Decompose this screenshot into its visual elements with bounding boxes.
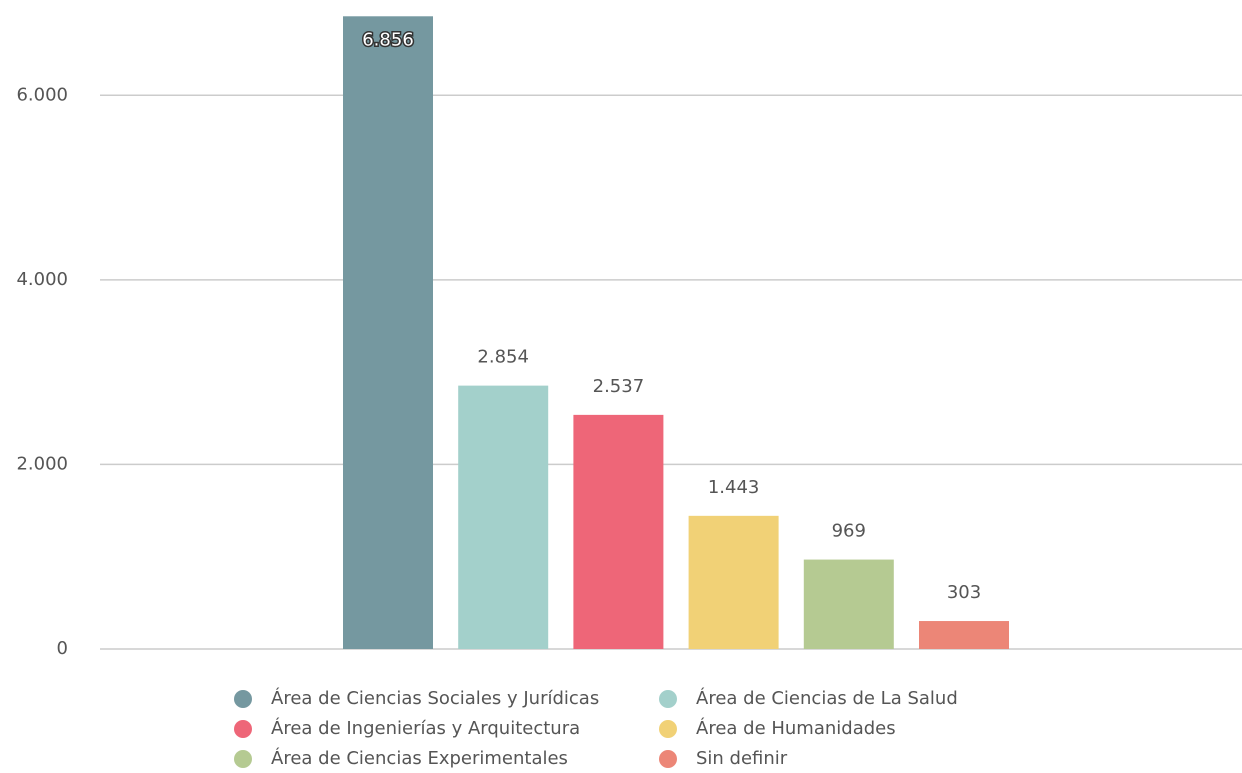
y-tick-label: 0 <box>57 638 68 659</box>
bar <box>919 621 1009 649</box>
bar <box>343 16 433 650</box>
legend-label[interactable]: Área de Humanidades <box>696 717 896 739</box>
legend-marker[interactable] <box>659 720 677 738</box>
legend-marker[interactable] <box>659 750 677 768</box>
y-tick-label: 2.000 <box>16 453 68 474</box>
data-label: 303 <box>947 582 981 603</box>
y-tick-label: 6.000 <box>16 84 68 105</box>
legend-label[interactable]: Área de Ciencias de La Salud <box>696 687 958 709</box>
legend-label[interactable]: Área de Ciencias Sociales y Jurídicas <box>271 687 599 709</box>
bar <box>688 515 779 649</box>
data-label: 1.443 <box>708 477 760 498</box>
bar <box>573 414 664 649</box>
bar <box>803 559 894 649</box>
data-label: 969 <box>832 521 866 542</box>
legend-label[interactable]: Sin definir <box>696 748 788 769</box>
legend-marker[interactable] <box>234 690 252 708</box>
legend-marker[interactable] <box>234 750 252 768</box>
legend-label[interactable]: Área de Ciencias Experimentales <box>271 747 568 769</box>
data-label: 2.854 <box>477 347 529 368</box>
data-label: 6.856 <box>362 29 414 50</box>
data-label: 2.537 <box>593 376 645 397</box>
y-tick-label: 4.000 <box>16 269 68 290</box>
legend-label[interactable]: Área de Ingenierías y Arquitectura <box>271 717 580 739</box>
legend-marker[interactable] <box>659 690 677 708</box>
bar <box>458 385 549 649</box>
legend-marker[interactable] <box>234 720 252 738</box>
